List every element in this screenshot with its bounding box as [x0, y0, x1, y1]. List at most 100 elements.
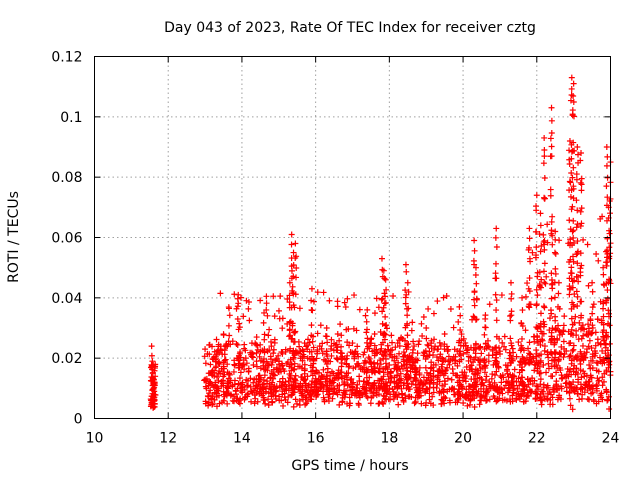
- roti-point: [548, 117, 555, 124]
- roti-point: [521, 360, 528, 367]
- roti-point: [358, 391, 365, 398]
- x-tick-label: 22: [528, 431, 546, 447]
- roti-point: [558, 375, 565, 382]
- roti-point: [467, 397, 474, 404]
- roti-point: [566, 380, 573, 387]
- roti-point: [570, 99, 577, 106]
- roti-point: [214, 387, 221, 394]
- roti-point: [577, 157, 584, 164]
- roti-point: [410, 346, 417, 353]
- roti-point: [535, 359, 542, 366]
- roti-point: [577, 250, 584, 257]
- roti-point: [537, 341, 544, 348]
- roti-point: [265, 332, 272, 339]
- roti-point: [547, 186, 554, 193]
- roti-point: [594, 336, 601, 343]
- roti-point: [447, 306, 454, 313]
- roti-point: [261, 372, 268, 379]
- roti-point: [270, 375, 277, 382]
- roti-point: [405, 386, 412, 393]
- roti-point: [418, 400, 425, 407]
- roti-point: [235, 300, 242, 307]
- roti-point: [414, 386, 421, 393]
- roti-point: [214, 374, 221, 381]
- roti-point: [534, 273, 541, 280]
- roti-point: [291, 352, 298, 359]
- roti-point: [486, 396, 493, 403]
- roti-point: [472, 340, 479, 347]
- roti-point: [268, 361, 275, 368]
- roti-point: [578, 262, 585, 269]
- roti-point: [518, 335, 525, 342]
- roti-point: [566, 178, 573, 185]
- roti-point: [471, 403, 478, 410]
- roti-point: [493, 344, 500, 351]
- roti-point: [308, 322, 315, 329]
- roti-point: [277, 293, 284, 300]
- roti-point: [260, 396, 267, 403]
- roti-point: [472, 271, 479, 278]
- roti-point: [570, 113, 577, 120]
- roti-point: [285, 393, 292, 400]
- roti-point: [537, 376, 544, 383]
- roti-point: [573, 197, 580, 204]
- roti-point: [226, 332, 233, 339]
- roti-point: [440, 372, 447, 379]
- roti-peak-point: [371, 331, 378, 338]
- roti-point: [272, 388, 279, 395]
- roti-point: [568, 170, 575, 177]
- roti-point: [293, 400, 300, 407]
- roti-point: [493, 359, 500, 366]
- roti-point: [562, 373, 569, 380]
- roti-point: [431, 336, 438, 343]
- roti-point: [378, 296, 385, 303]
- roti-point: [384, 342, 391, 349]
- roti-peak-point: [292, 240, 299, 247]
- roti-point: [314, 388, 321, 395]
- roti-peak-point: [548, 104, 555, 111]
- roti-point: [550, 384, 557, 391]
- roti-point: [568, 155, 575, 162]
- roti-point: [400, 358, 407, 365]
- roti-point: [551, 340, 558, 347]
- roti-point: [501, 333, 508, 340]
- roti-point: [390, 293, 397, 300]
- roti-peak-point: [507, 279, 514, 286]
- roti-point: [243, 382, 250, 389]
- roti-point: [476, 401, 483, 408]
- roti-point: [223, 340, 230, 347]
- roti-point: [594, 382, 601, 389]
- roti-point: [219, 380, 226, 387]
- roti-point: [252, 383, 259, 390]
- roti-point: [570, 227, 577, 234]
- roti-point: [217, 290, 224, 297]
- roti-point: [516, 382, 523, 389]
- roti-point: [326, 378, 333, 385]
- roti-point: [236, 320, 243, 327]
- roti-point: [541, 321, 548, 328]
- roti-point: [338, 363, 345, 370]
- roti-point: [577, 208, 584, 215]
- roti-point: [604, 153, 611, 160]
- roti-point: [573, 224, 580, 231]
- roti-point: [547, 192, 554, 199]
- roti-point: [383, 388, 390, 395]
- roti-point: [362, 312, 369, 319]
- roti-point: [578, 312, 585, 319]
- roti-point: [336, 401, 343, 408]
- roti-point: [320, 384, 327, 391]
- roti-point: [569, 147, 576, 154]
- roti-point: [542, 280, 549, 287]
- roti-point: [547, 135, 554, 142]
- roti-point: [518, 366, 525, 373]
- roti-point: [286, 292, 293, 299]
- roti-point: [578, 181, 585, 188]
- roti-point: [446, 397, 453, 404]
- roti-point: [267, 374, 274, 381]
- roti-point: [585, 282, 592, 289]
- roti-point: [548, 130, 555, 137]
- roti-point: [356, 306, 363, 313]
- roti-point: [371, 342, 378, 349]
- roti-peak-point: [323, 325, 330, 331]
- roti-point: [449, 356, 456, 363]
